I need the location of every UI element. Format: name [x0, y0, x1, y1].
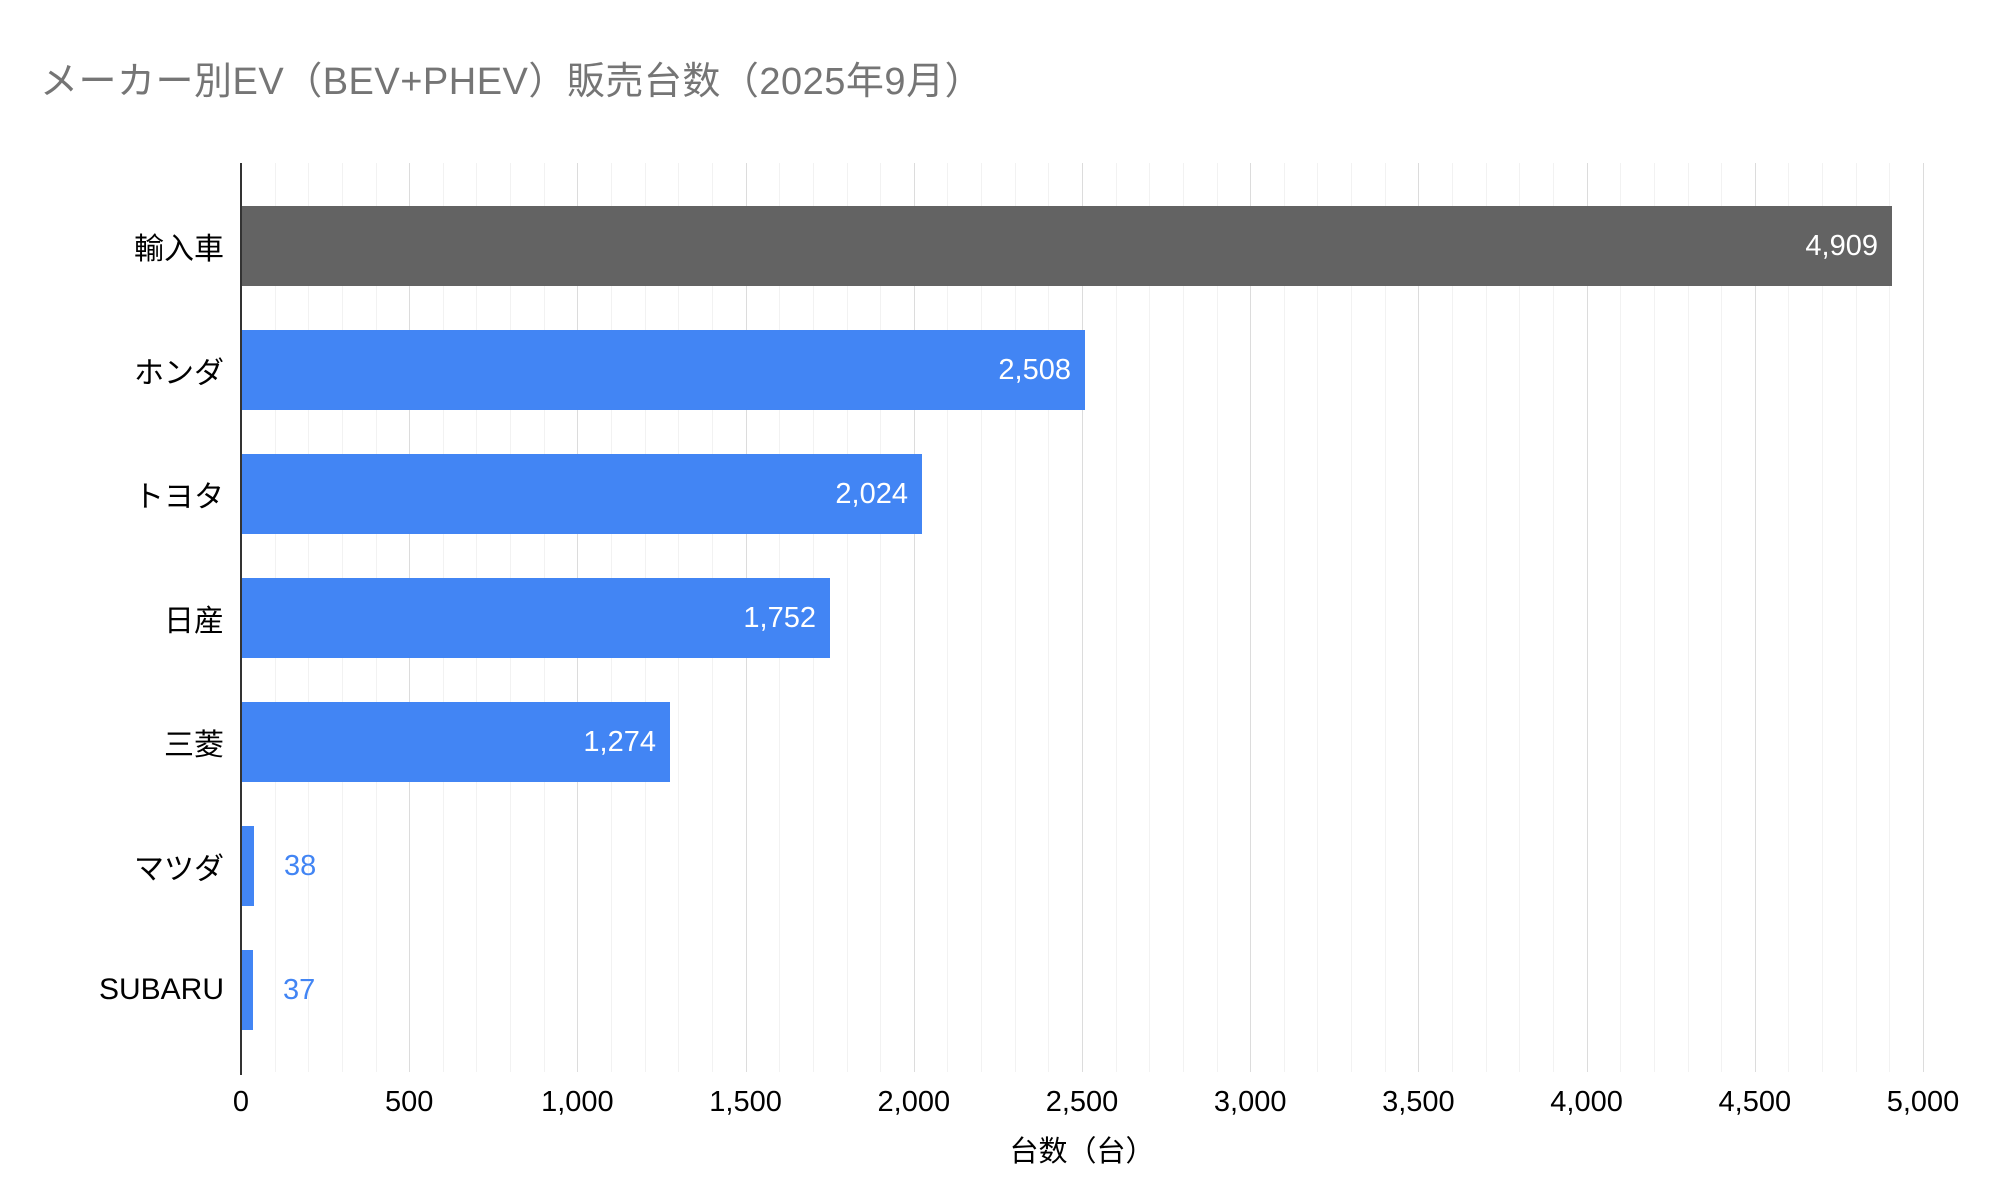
bar-row: 輸入車 4,909 — [134, 184, 1923, 308]
x-tick-label: 2,500 — [1045, 1086, 1119, 1118]
gridline-minor — [980, 163, 982, 1072]
gridline-major — [1417, 163, 1419, 1072]
gridline-minor — [1148, 163, 1150, 1072]
gridline-minor — [1182, 163, 1184, 1072]
gridline-minor — [1787, 163, 1789, 1072]
gridline-minor — [1720, 163, 1722, 1072]
bar-row: トヨタ 2,024 — [134, 432, 1923, 556]
x-tick-label: 0 — [232, 1086, 250, 1118]
bar: 1,752 — [241, 578, 830, 658]
x-axis-title: 台数（台） — [1009, 1136, 1155, 1168]
gridline-minor — [1283, 163, 1285, 1072]
gridline-minor — [846, 163, 848, 1072]
gridline-minor — [1216, 163, 1218, 1072]
gridline-minor — [1350, 163, 1352, 1072]
gridline-major — [913, 163, 915, 1072]
bar: 38 — [241, 826, 316, 906]
value-label: 1,752 — [743, 601, 816, 634]
gridline-major — [1754, 163, 1756, 1072]
gridline-minor — [1518, 163, 1520, 1072]
gridline-minor — [1619, 163, 1621, 1072]
gridline-minor — [1821, 163, 1823, 1072]
gridline-minor — [1855, 163, 1857, 1072]
category-label: トヨタ — [134, 481, 224, 514]
gridline-major — [1922, 163, 1924, 1072]
gridline-minor — [1888, 163, 1890, 1072]
gridline-major — [1081, 163, 1083, 1072]
chart-title: メーカー別EV（BEV+PHEV）販売台数（2025年9月） — [40, 61, 984, 103]
category-label: SUBARU — [98, 973, 224, 1006]
bar: 1,274 — [241, 702, 670, 782]
value-label: 38 — [284, 849, 317, 882]
bar-row: 日産 1,752 — [164, 556, 1923, 680]
category-label: 輸入車 — [134, 233, 224, 266]
category-label: 三菱 — [164, 729, 224, 762]
bar: 4,909 — [241, 206, 1892, 286]
gridline-minor — [1115, 163, 1117, 1072]
bar: 2,508 — [241, 330, 1085, 410]
gridline-minor — [1451, 163, 1453, 1072]
plot-area: 輸入車 4,909 ホンダ 2,508 トヨタ 2,024 日産 1,752 三菱 1,274 マツ… — [99, 163, 1924, 1072]
category-label: ホンダ — [134, 357, 224, 390]
x-tick-label: 3,500 — [1382, 1086, 1455, 1118]
x-tick-label: 2,000 — [877, 1086, 951, 1118]
gridline-minor — [1687, 163, 1689, 1072]
value-label: 1,274 — [583, 725, 656, 758]
bar-row: 三菱 1,274 — [164, 680, 1923, 804]
bar: 37 — [241, 950, 315, 1030]
category-label: 日産 — [164, 605, 224, 638]
value-label: 2,508 — [998, 353, 1071, 386]
bar-row: ホンダ 2,508 — [134, 308, 1923, 432]
bar-row: マツダ 38 — [134, 804, 1923, 928]
bar: 2,024 — [241, 454, 922, 534]
bar-row: SUBARU 37 — [99, 928, 1923, 1052]
gridline-minor — [1384, 163, 1386, 1072]
y-axis-line — [240, 163, 242, 1075]
x-tick-label: 1,500 — [709, 1086, 782, 1118]
x-tick-label: 5,000 — [1886, 1086, 1960, 1118]
gridline-minor — [946, 163, 948, 1072]
gridline-major — [1586, 163, 1588, 1072]
x-tick-label: 4,000 — [1550, 1086, 1623, 1118]
x-tick-label: 500 — [384, 1086, 434, 1118]
value-label: 2,024 — [835, 477, 908, 510]
x-tick-label: 1,000 — [541, 1086, 614, 1118]
gridline-minor — [879, 163, 881, 1072]
value-label: 37 — [283, 973, 316, 1006]
gridline-minor — [1047, 163, 1049, 1072]
value-label: 4,909 — [1805, 229, 1878, 262]
gridline-minor — [1653, 163, 1655, 1072]
x-tick-label: 4,500 — [1718, 1086, 1792, 1118]
gridline-minor — [1485, 163, 1487, 1072]
x-tick-label: 3,000 — [1213, 1086, 1287, 1118]
category-label: マツダ — [134, 853, 224, 886]
bar-rows-layer: 輸入車 4,909 ホンダ 2,508 トヨタ 2,024 日産 1,752 三菱 1,274 マツ… — [99, 184, 1923, 1052]
gridline-major — [1249, 163, 1251, 1072]
gridline-minor — [1552, 163, 1554, 1072]
gridline-minor — [1316, 163, 1318, 1072]
gridline-minor — [1014, 163, 1016, 1072]
